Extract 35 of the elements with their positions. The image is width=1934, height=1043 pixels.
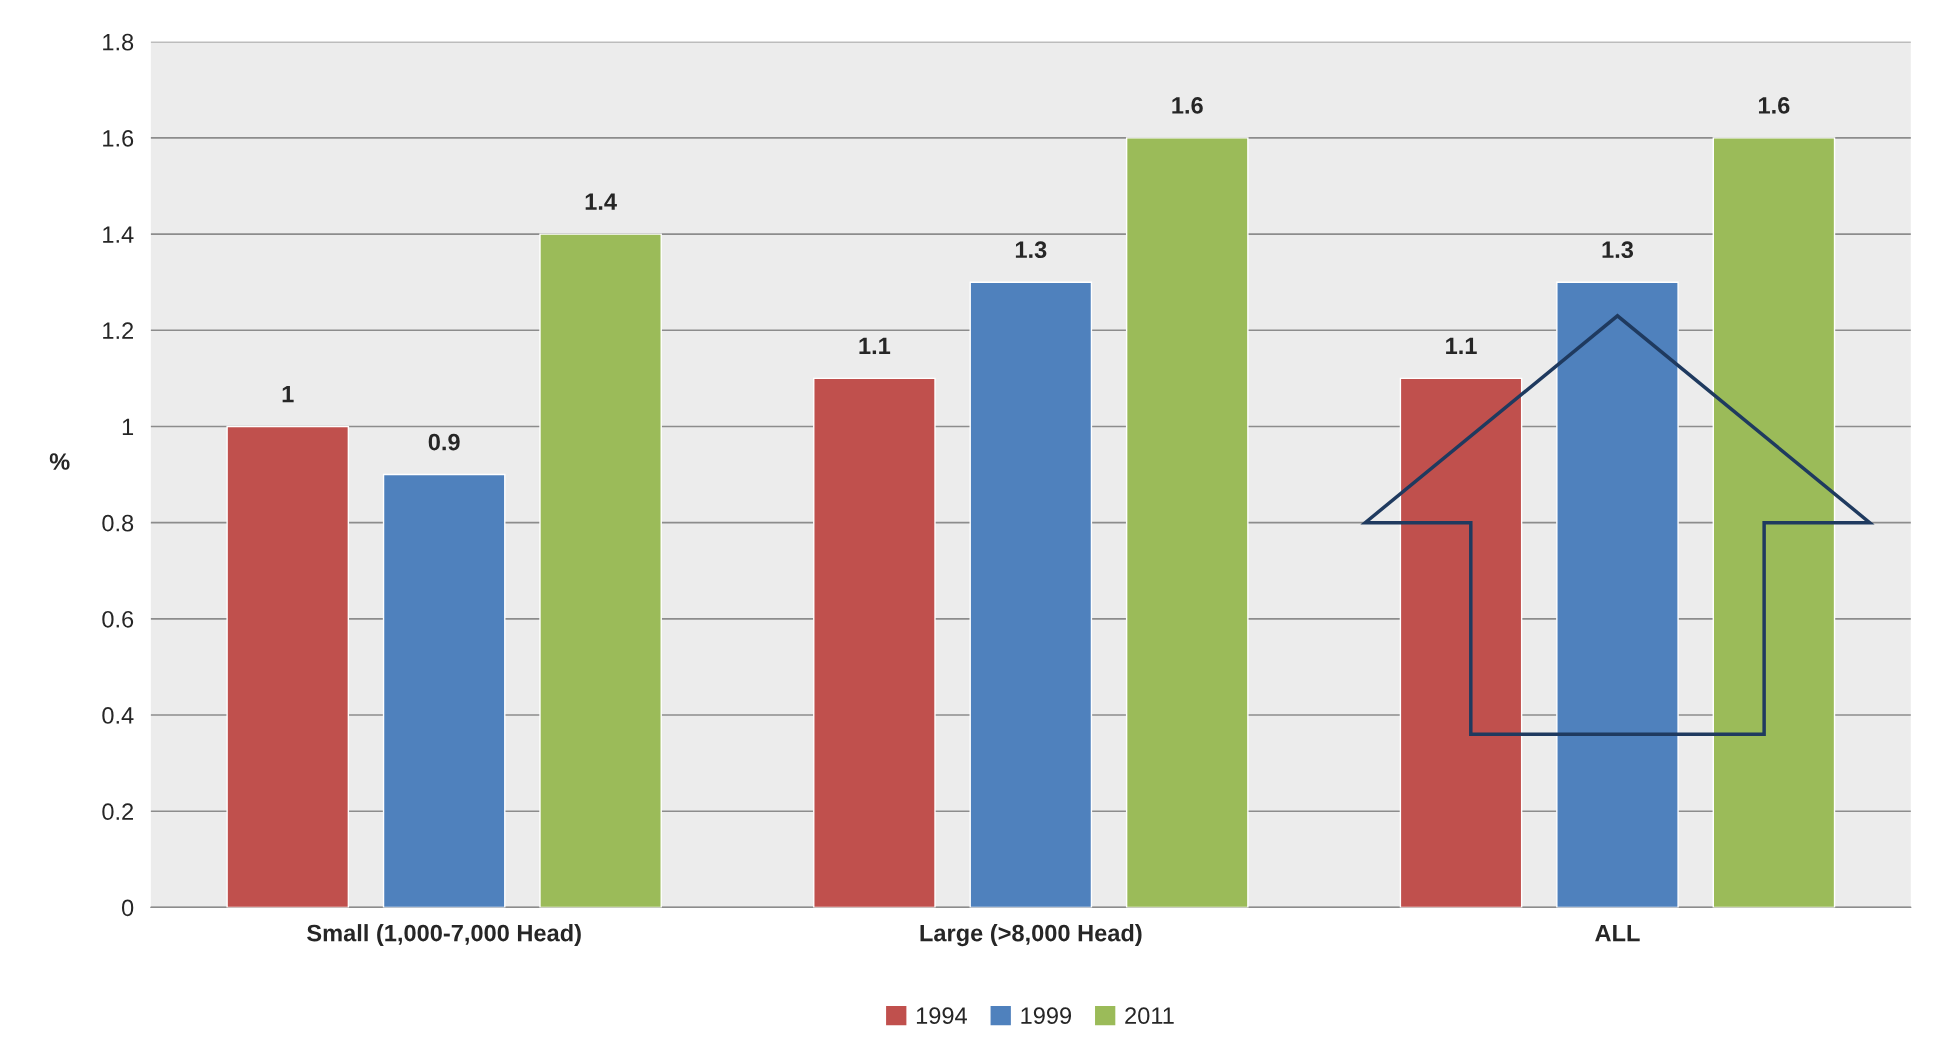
legend-label: 2011 <box>1125 1007 1174 1025</box>
y-tick-label: 1.8 <box>103 33 134 51</box>
data-label: 1.6 <box>1172 97 1203 114</box>
bar <box>1125 137 1249 908</box>
y-tick-label: 0.2 <box>102 803 133 821</box>
bar <box>1556 281 1679 908</box>
bar <box>1399 377 1523 908</box>
data-label: 1.1 <box>859 337 891 355</box>
bar <box>813 377 936 908</box>
y-tick-label: 1.6 <box>103 129 134 147</box>
data-label: 1.1 <box>1446 337 1477 355</box>
y-tick-label: 0 <box>121 899 134 917</box>
bar <box>226 425 350 908</box>
y-axis-title: % <box>49 453 70 470</box>
x-tick-label: Small (1,000-7,000 Head) <box>307 924 581 947</box>
bar <box>539 233 662 908</box>
legend-label: 1994 <box>916 1007 967 1025</box>
bar <box>969 281 1093 908</box>
data-label: 0.9 <box>428 433 460 451</box>
bar <box>382 473 506 908</box>
data-label: 1.4 <box>585 193 617 210</box>
legend-label: 1999 <box>1021 1007 1072 1025</box>
y-tick-label: 0.8 <box>102 514 134 532</box>
data-label: 1 <box>282 385 294 403</box>
y-tick-label: 0.6 <box>102 610 134 628</box>
y-tick-label: 1 <box>122 418 134 436</box>
x-tick-label: ALL <box>1595 924 1640 942</box>
data-label: 1.3 <box>1015 241 1047 259</box>
y-tick-label: 0.4 <box>102 707 134 724</box>
data-label: 1.3 <box>1602 241 1634 259</box>
x-tick-label: Large (>8,000 Head) <box>920 924 1142 947</box>
data-label: 1.6 <box>1758 97 1790 114</box>
y-tick-label: 1.4 <box>103 226 134 243</box>
bar <box>1712 137 1836 908</box>
y-tick-label: 1.2 <box>103 322 133 339</box>
